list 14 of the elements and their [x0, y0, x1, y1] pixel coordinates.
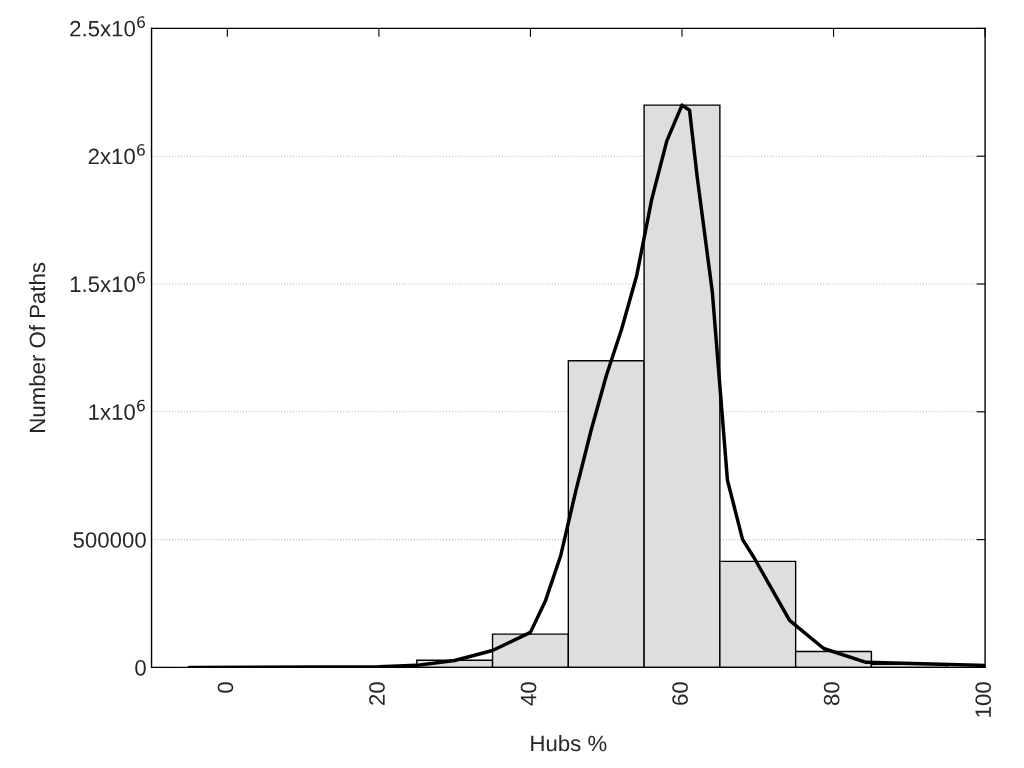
y-axis-title: Number Of Paths — [28, 262, 46, 432]
y-tick-label: 0 — [135, 659, 146, 676]
x-tick-label: 40 — [520, 682, 537, 706]
x-tick-label: 60 — [672, 682, 688, 705]
x-axis-title: Hubs % — [531, 735, 607, 752]
y-tick-label: 2x10$^{6}$ — [88, 144, 145, 165]
y-tick-label: 500000 — [73, 532, 146, 548]
x-tick-label: 80 — [823, 682, 840, 706]
y-tick-label: 2.5x10$^{6}$ — [70, 16, 145, 37]
x-tick-label: 0 — [217, 682, 234, 693]
y-tick-label: 1.5x10$^{6}$ — [70, 271, 145, 293]
x-tick-label: 100 — [975, 682, 992, 717]
x-tick-label: 20 — [369, 682, 385, 705]
y-tick-label: 1x10$^{6}$ — [89, 399, 145, 420]
